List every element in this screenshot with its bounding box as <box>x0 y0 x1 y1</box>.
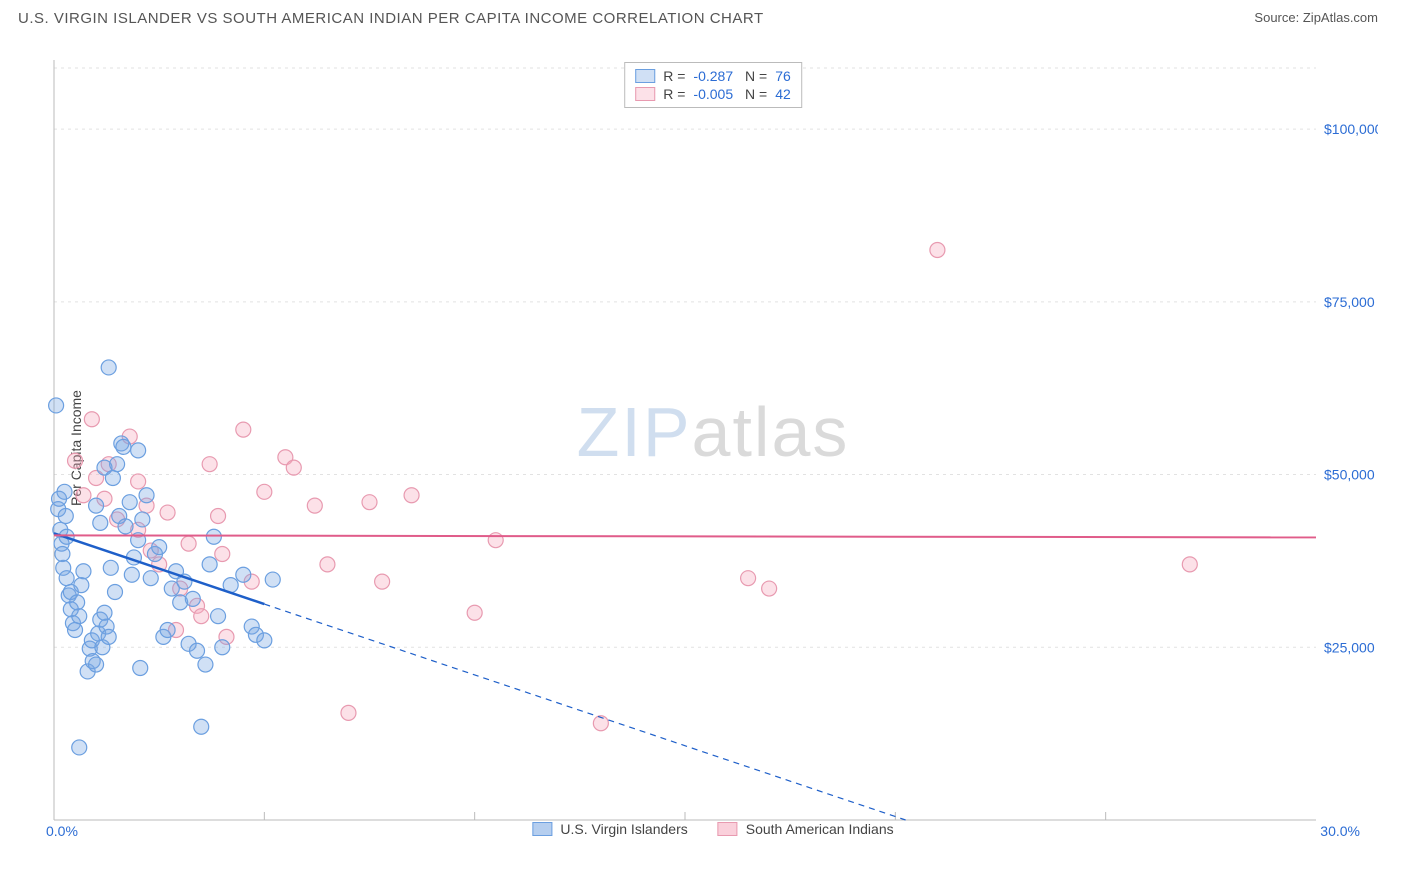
stats-row-1: R = -0.005 N = 42 <box>635 85 791 103</box>
x-min-label: 0.0% <box>46 823 78 839</box>
legend-swatch-1 <box>718 822 738 836</box>
legend-swatch-0 <box>532 822 552 836</box>
legend-item-1: South American Indians <box>718 821 894 837</box>
series-legend: U.S. Virgin Islanders South American Ind… <box>532 821 893 837</box>
chart-area: Per Capita Income ZIPatlas $25,000$50,00… <box>48 60 1378 835</box>
chart-title: U.S. VIRGIN ISLANDER VS SOUTH AMERICAN I… <box>18 10 764 27</box>
x-max-label: 30.0% <box>1320 823 1360 839</box>
scatter-plot: $25,000 $50,000 $75,000 $100,000 <box>48 60 1378 850</box>
swatch-series-0 <box>635 69 655 83</box>
chart-source: Source: ZipAtlas.com <box>1254 10 1378 25</box>
svg-text:$75,000: $75,000 <box>1324 294 1375 310</box>
swatch-series-1 <box>635 87 655 101</box>
stats-legend: R = -0.287 N = 76 R = -0.005 N = 42 <box>624 62 802 108</box>
chart-header: U.S. VIRGIN ISLANDER VS SOUTH AMERICAN I… <box>0 0 1406 27</box>
svg-text:$25,000: $25,000 <box>1324 639 1375 655</box>
svg-text:$100,000: $100,000 <box>1324 121 1378 137</box>
stats-row-0: R = -0.287 N = 76 <box>635 67 791 85</box>
legend-item-0: U.S. Virgin Islanders <box>532 821 687 837</box>
svg-text:$50,000: $50,000 <box>1324 467 1375 483</box>
